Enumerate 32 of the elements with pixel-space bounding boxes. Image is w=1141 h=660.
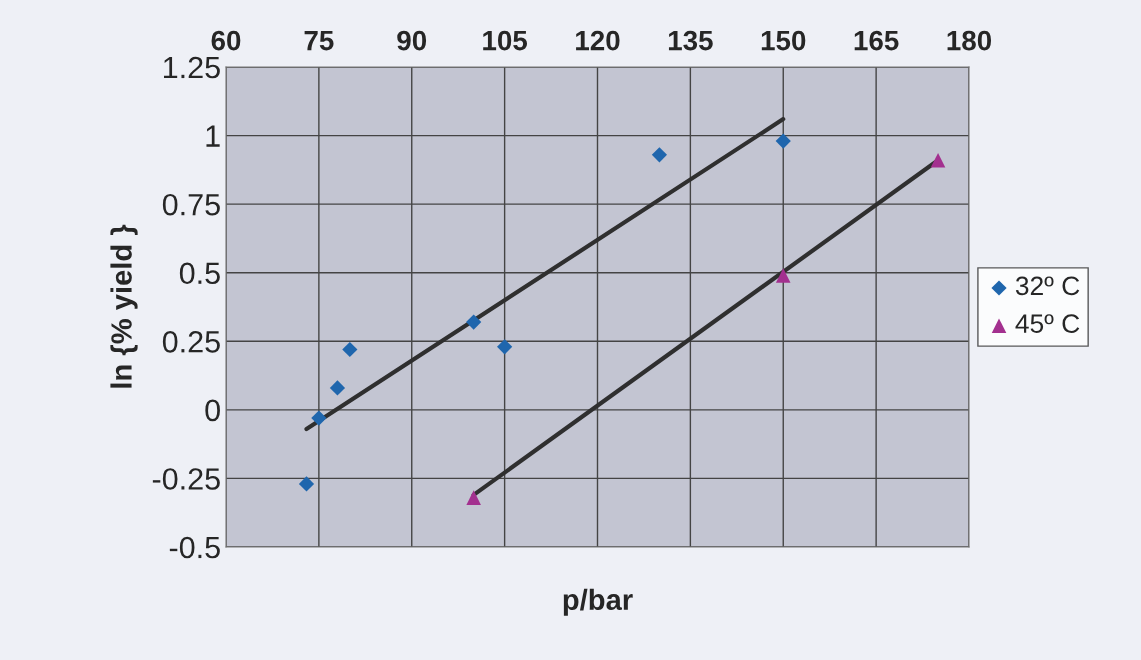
point (775, 268, 791, 283)
y-tick-label: 1 (206, 125, 220, 147)
legend-label: 45º C (1015, 314, 1080, 333)
point (466, 490, 481, 505)
x-tick-label: 90 (397, 30, 427, 51)
y-tick-label: -0.25 (152, 468, 220, 490)
x-tick-label: 180 (947, 30, 992, 51)
point (466, 314, 482, 330)
x-tick-label: 165 (854, 30, 899, 51)
point (342, 341, 358, 358)
y-axis-title: ln {% yield } (110, 224, 138, 388)
x-tick-label: 120 (576, 30, 620, 51)
point (651, 147, 668, 163)
x-axis-title: p/bar (563, 588, 633, 616)
point (930, 152, 946, 168)
y-tick-label: 0.5 (179, 262, 220, 285)
y-tick-label: 0.75 (162, 193, 220, 216)
point (775, 133, 791, 149)
x-tick-label: 135 (668, 30, 713, 51)
point (298, 476, 315, 492)
y-tick-label: 1.25 (164, 56, 220, 79)
y-tick-label: 0 (205, 399, 220, 422)
x-tick-label: 60 (211, 30, 241, 51)
x-tick-label: 75 (304, 31, 334, 51)
x-tick-label: 105 (483, 30, 528, 51)
point (311, 410, 327, 426)
point (497, 339, 513, 355)
point (329, 380, 346, 396)
y-tick-label: -0.5 (169, 536, 220, 559)
y-tick-label: 0.25 (162, 331, 220, 353)
legend-label: 32º C (1015, 276, 1080, 296)
x-tick-label: 150 (761, 30, 806, 51)
